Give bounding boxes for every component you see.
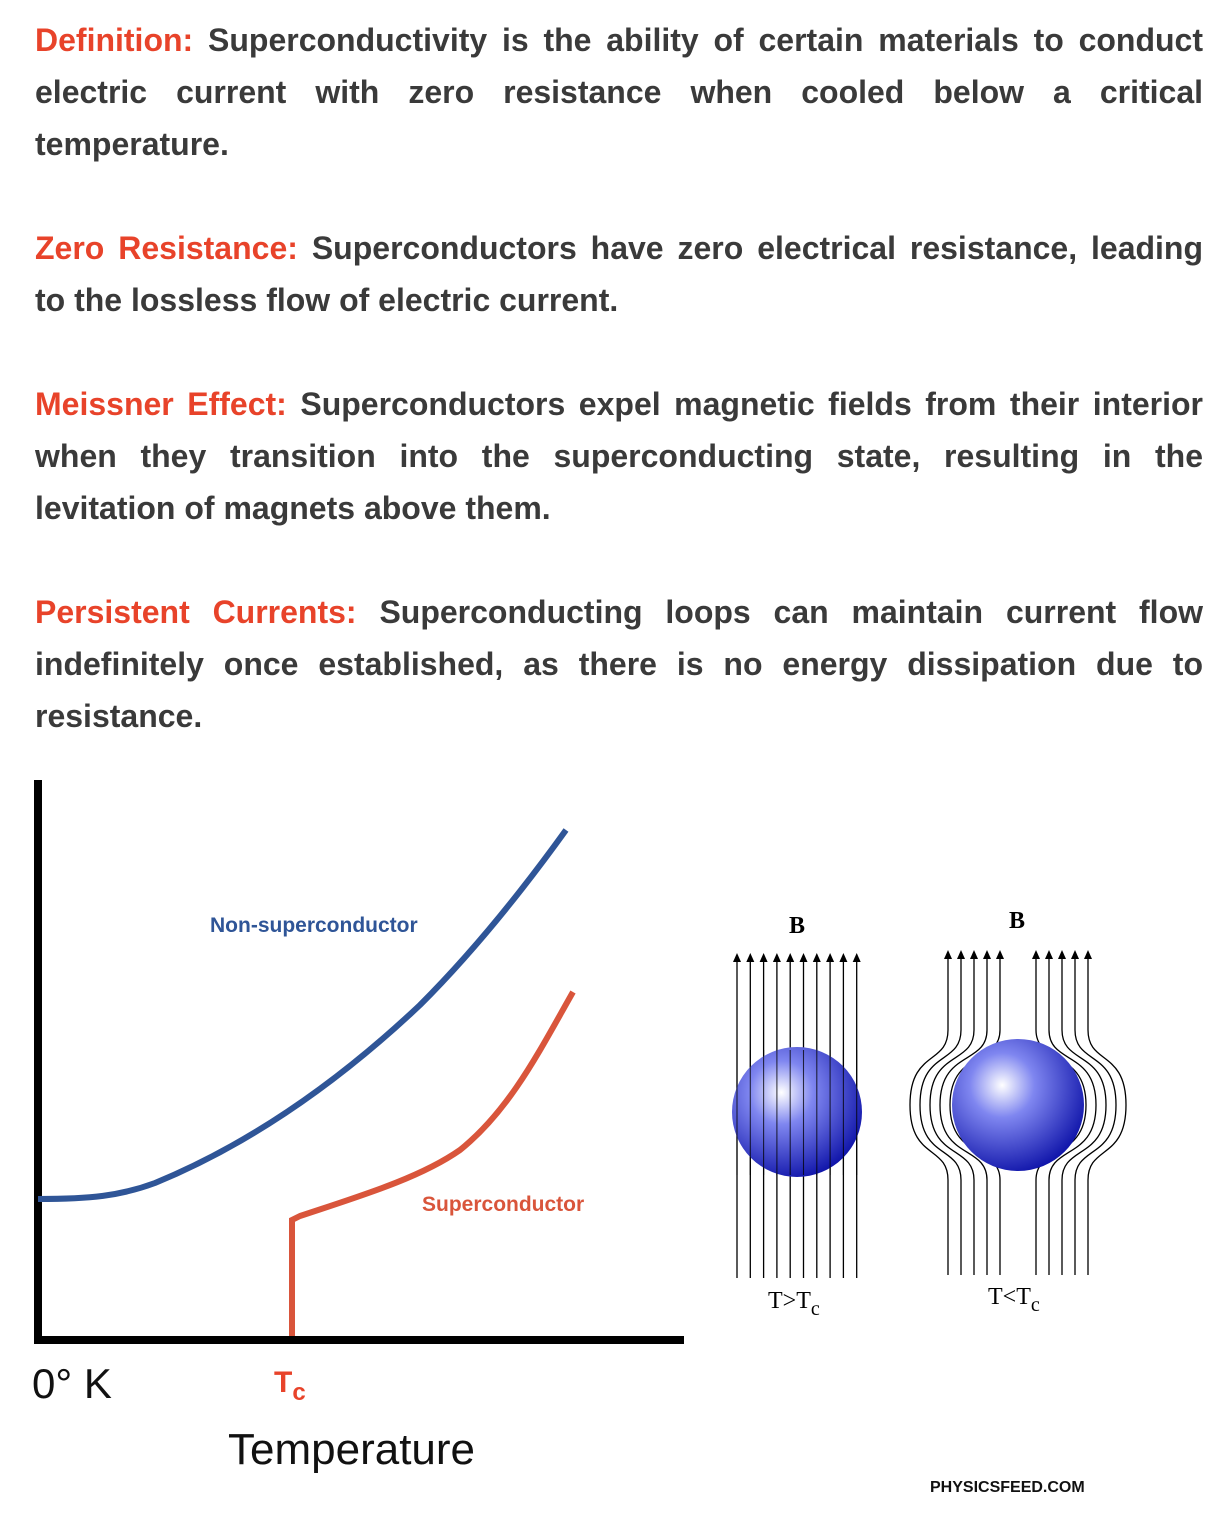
arrow-head [1032,950,1040,959]
arrow-head [852,953,861,962]
condition: T<T [988,1284,1031,1310]
arrow-head [1084,950,1092,959]
field-line [909,958,949,1275]
arrow-head [957,950,965,959]
description: Superconductors have zero electrical res… [35,230,1204,318]
field-label: B [789,913,805,939]
tc-label: Tc [274,1366,306,1406]
field-line [919,958,962,1275]
term: Meissner Effect: [35,386,287,422]
arrow-head [746,953,755,962]
condition-label: T>Tc [768,1288,820,1320]
non-superconductor-curve [37,828,569,1202]
paragraph: Zero Resistance: Superconductors have ze… [35,222,1203,326]
description: Superconducting loops can maintain curre… [35,594,1204,734]
arrow-head [839,953,848,962]
arrow-head [970,950,978,959]
arrow-head [772,953,781,962]
condition-label: T<Tc [988,1284,1040,1316]
arrow-head [944,950,952,959]
axis-title: Temperature [228,1425,475,1474]
origin-label: 0° K [32,1360,112,1407]
field-label: B [1009,908,1025,934]
term: Persistent Currents: [35,594,357,630]
arrow-head [1071,950,1079,959]
arrow-head [826,953,835,962]
paragraph: Meissner Effect: Superconductors expel m… [35,378,1203,534]
arrow-head [812,953,821,962]
field-line [1048,958,1097,1275]
condition-subscript: c [1031,1294,1040,1316]
condition-subscript: c [811,1298,820,1320]
paragraph: Persistent Currents: Superconducting loo… [35,586,1203,742]
curve-label: Superconductor [422,1193,584,1216]
arrow-head [733,953,741,962]
text-block: Definition: Superconductivity is the abi… [35,14,1203,794]
term: Definition: [35,22,194,58]
description: Superconductivity is the ability of cert… [35,22,1204,162]
arrow-head [983,950,991,959]
condition: T>T [768,1288,811,1314]
superconductor-curve [289,990,576,1336]
field-line [939,958,988,1275]
field-line [1087,958,1127,1275]
term: Zero Resistance: [35,230,298,266]
arrow-head [996,950,1004,959]
field-line [1074,958,1117,1275]
field-lines [736,1050,858,1175]
field-line [929,958,975,1275]
sphere [732,1047,862,1177]
arrow-head [1058,950,1066,959]
arrow-head [799,953,808,962]
arrow-head [1045,950,1053,959]
curve-label: Non-superconductor [210,914,418,937]
source: PHYSICSFEED.COM [930,1479,1085,1496]
sphere [952,1039,1084,1171]
arrow-head [759,953,768,962]
tc-symbol: T [274,1366,292,1399]
paragraph: Definition: Superconductivity is the abi… [35,14,1203,170]
tc-subscript: c [292,1379,305,1406]
arrow-head [786,953,795,962]
description: Superconductors expel magnetic fields fr… [35,386,1204,526]
field-line [1061,958,1107,1275]
